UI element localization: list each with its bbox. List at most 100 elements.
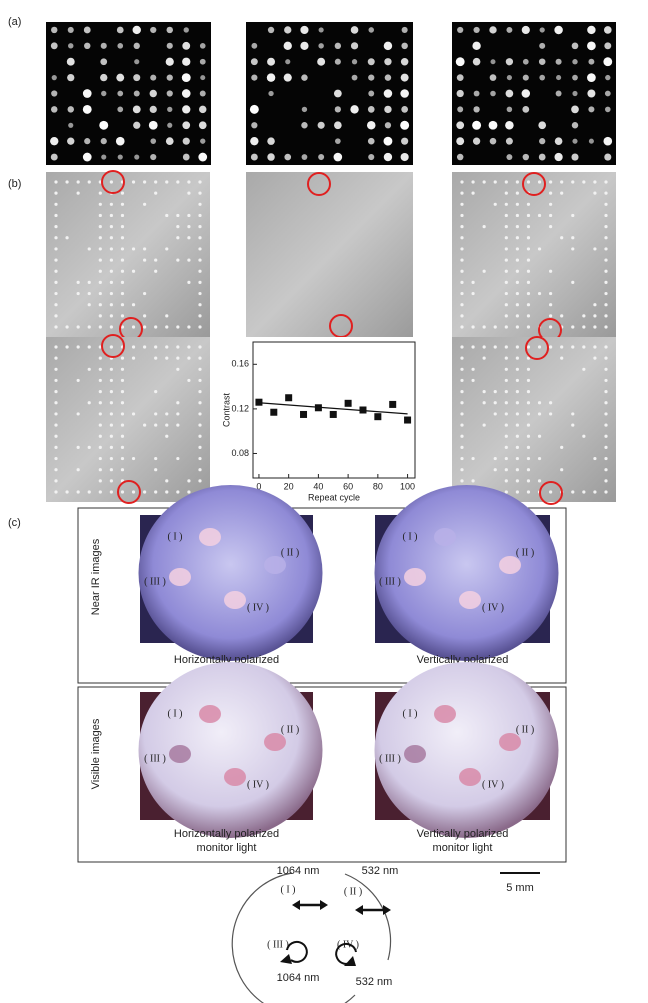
dot [251,42,258,49]
dot [460,423,464,427]
dot [98,291,102,296]
dot [460,445,464,449]
dot [400,120,410,130]
dot [67,73,75,82]
dot [515,258,519,262]
dot [65,236,69,240]
dot [604,291,608,296]
dot [109,412,113,416]
dot [504,390,508,394]
dot [526,202,531,206]
dot [504,258,508,262]
dot [98,412,102,416]
dot [116,73,125,82]
dot [549,401,553,405]
arrow [335,942,357,965]
dot [150,138,157,144]
dot [333,152,343,162]
dot [98,456,102,461]
dot [593,356,597,360]
dot [176,236,180,240]
arrow-head [280,954,292,964]
dot [593,314,597,318]
dot [176,367,180,371]
dot [76,180,80,184]
dot [84,138,91,145]
caption: monitor light [197,842,257,854]
caption: Vertically polarized [417,654,509,666]
dot [251,122,258,129]
dot [198,121,207,130]
dot [526,356,531,360]
dot [604,412,608,416]
blob [199,528,221,546]
dot [526,325,531,329]
dot [526,314,531,318]
dot [515,314,519,318]
dot [54,356,58,360]
dot [87,490,91,494]
dot [504,191,508,195]
dot [143,490,147,494]
dot [549,225,553,229]
region-label: ( II ) [516,547,534,558]
dot [367,137,375,145]
dot [588,58,595,65]
dot [50,42,58,50]
dot [482,356,486,360]
caption: Vertically polarized [417,828,509,840]
dot [148,120,158,130]
dot [98,490,102,494]
image [46,172,210,337]
dot [489,74,497,81]
dot [504,213,508,218]
dot [515,280,519,284]
dot [460,191,464,195]
dot [604,180,608,184]
dot [526,412,531,416]
dot [571,42,579,50]
dot [493,345,497,349]
arrow-head [292,900,328,910]
dot [571,490,575,494]
dot [182,105,191,114]
dot [472,120,482,130]
dot [549,291,553,296]
dot [526,291,531,296]
dot [198,247,202,251]
dot [471,479,475,483]
dot [198,356,202,360]
dot [109,468,113,472]
blob [434,705,456,723]
dot [198,456,202,461]
dot [54,314,58,318]
dot [198,345,202,349]
dot [98,258,102,262]
dot [87,345,91,349]
dot [284,153,292,161]
dot [198,445,202,449]
dot [198,180,202,184]
dot [604,90,611,97]
dot [301,74,308,81]
dot [472,57,481,66]
dot [515,225,519,229]
dot [283,73,292,82]
dot [515,356,519,360]
dot [100,138,107,145]
dot [560,180,564,184]
dot [493,456,497,461]
dot [471,291,475,296]
dot [165,213,169,218]
region-label: ( III ) [144,753,166,764]
marker [522,172,546,196]
dot [456,74,464,81]
dot [504,367,508,371]
image-disk [374,662,559,838]
dot [515,247,519,251]
dot [65,180,69,184]
dot [183,27,189,33]
dot [98,269,102,273]
dot [76,468,80,472]
